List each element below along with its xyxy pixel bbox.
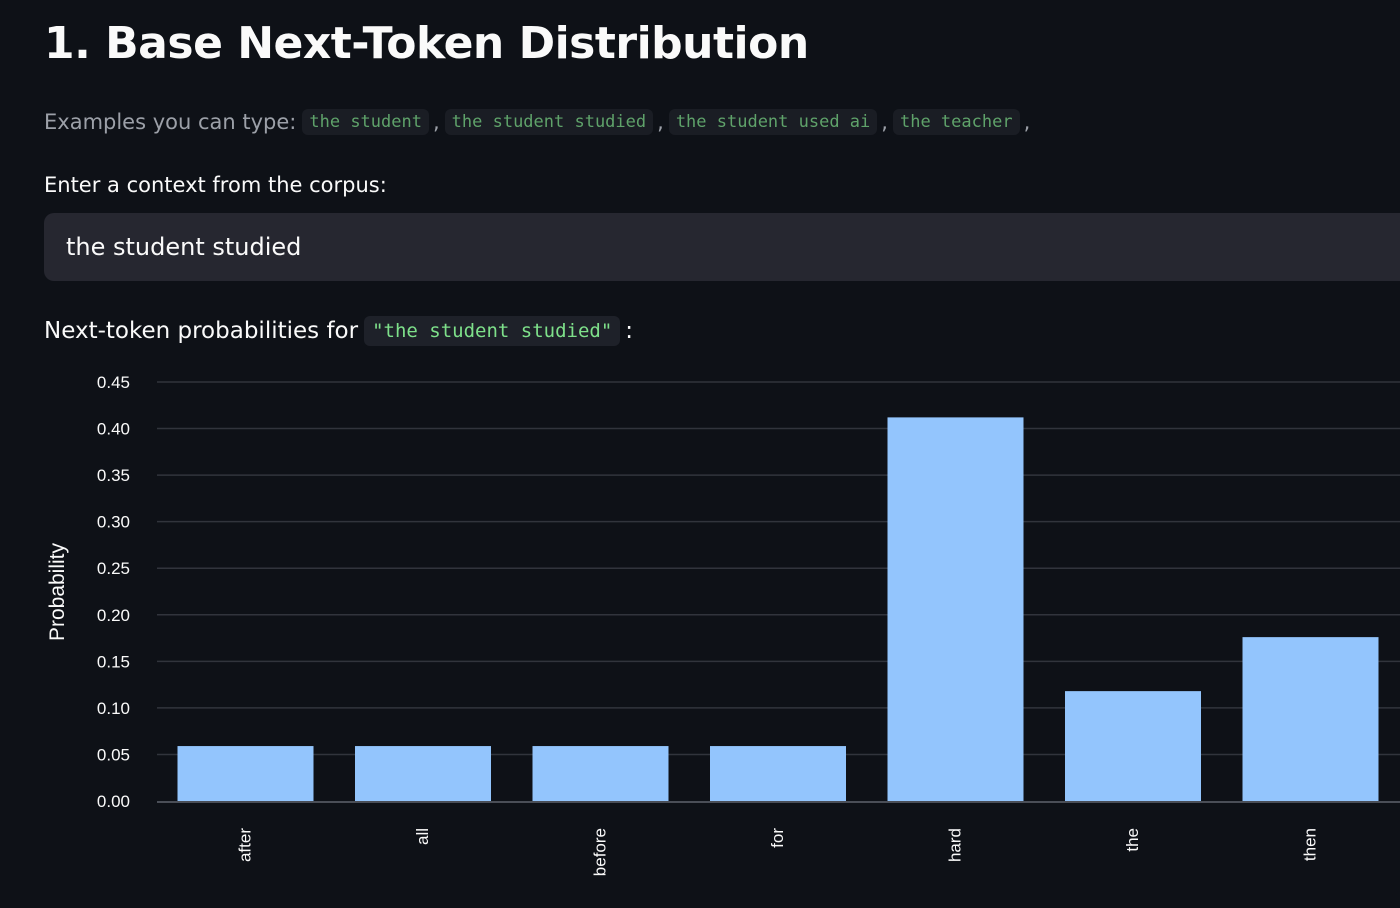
y-tick-label: 0.20 [97,606,130,625]
bar-hard[interactable] [887,417,1024,801]
x-tick-label: for [768,828,787,848]
y-tick-label: 0.40 [97,420,130,439]
subheading-context-code: "the student studied" [364,316,621,346]
examples-line: Examples you can type: the student , the… [44,106,1035,138]
y-tick-label: 0.00 [97,792,130,811]
example-separator: , [657,110,664,134]
x-tick-label: hard [946,828,965,862]
example-code: the student [302,109,429,135]
example-separator: , [432,110,440,134]
chart-subheading: Next-token probabilities for "the studen… [44,312,633,350]
y-tick-label: 0.10 [97,699,130,718]
example-separator: , [881,110,888,134]
page-title: 1. Base Next-Token Distribution [44,18,809,69]
subheading-prefix: Next-token probabilities for [44,318,359,344]
y-tick-label: 0.25 [97,559,130,578]
context-input-label: Enter a context from the corpus: [44,173,387,197]
x-tick-label: the [1123,828,1142,852]
context-input[interactable]: the student studied [44,213,1400,281]
bar-the[interactable] [1065,691,1201,801]
context-input-value: the student studied [66,233,302,261]
examples-label: Examples you can type: [44,110,297,134]
y-tick-label: 0.15 [97,652,130,671]
bar-then[interactable] [1242,637,1379,801]
example-code: the student studied [444,109,654,135]
y-tick-label: 0.35 [97,466,130,485]
bar-for[interactable] [710,746,846,801]
x-tick-label: all [413,828,432,845]
y-tick-label: 0.45 [97,373,130,392]
y-tick-label: 0.30 [97,513,130,532]
example-code: the teacher [892,109,1020,135]
subheading-suffix: : [625,318,634,344]
bar-all[interactable] [355,746,491,801]
bar-after[interactable] [177,746,314,801]
example-separator: , [1023,110,1031,134]
x-tick-label: before [591,828,610,876]
example-code: the student used ai [668,109,878,135]
y-axis-title: Probability [46,542,69,641]
x-tick-label: then [1301,828,1320,861]
y-tick-label: 0.05 [97,745,130,764]
x-tick-label: after [236,828,255,862]
bar-before[interactable] [532,746,669,801]
